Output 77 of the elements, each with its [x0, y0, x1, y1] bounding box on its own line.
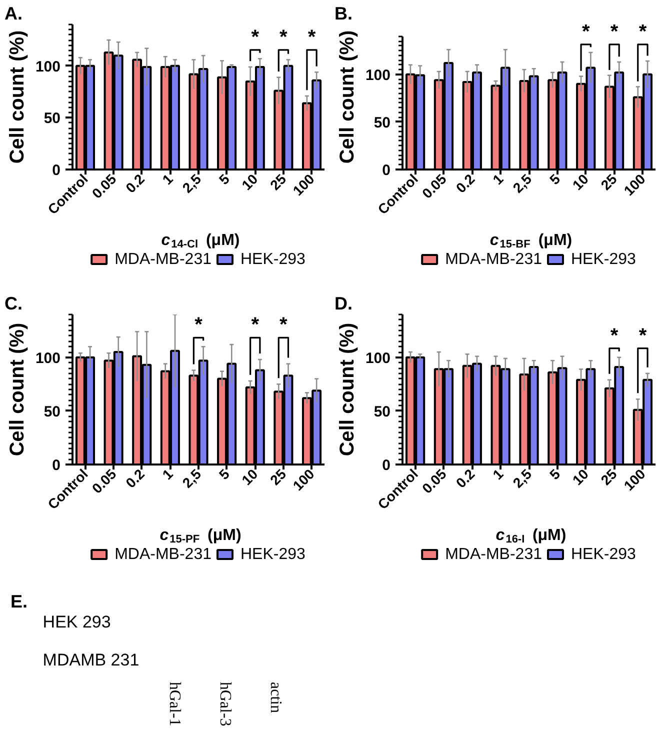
chart-title: A. — [4, 4, 22, 24]
y-tick-label: 100 — [365, 66, 391, 84]
x-tick-label: 25 — [598, 170, 620, 194]
x-tick-label: 2,5 — [510, 466, 535, 491]
x-tick-label: 100 — [620, 170, 649, 199]
text: actin — [266, 682, 284, 713]
x-tick-label: 2,5 — [179, 466, 204, 491]
x-tick-label: 5 — [216, 466, 233, 483]
text: E. — [10, 592, 28, 612]
y-tick-label: 0 — [52, 162, 60, 179]
x-tick-label: 0.05 — [418, 466, 450, 496]
x-tick-label: 5 — [216, 170, 233, 188]
legend-label: MDA-MB-231 — [445, 546, 542, 563]
y-axis-title: Cell count (%) — [336, 322, 358, 456]
legend-label: HEK-293 — [570, 251, 636, 268]
legend-label: MDA-MB-231 — [114, 546, 212, 563]
x-tick-label: 0.05 — [88, 466, 120, 496]
annotation: * — [582, 21, 590, 44]
x-tick-label: 0.2 — [452, 170, 478, 196]
text: hGal-1 — [166, 682, 183, 726]
x-tick-label: 1 — [489, 170, 506, 188]
x-tick-label: 0.05 — [418, 170, 450, 202]
x-tick-label: 10 — [569, 466, 592, 488]
x-tick-label: 1 — [159, 170, 176, 188]
y-tick-label: 50 — [44, 403, 61, 420]
x-tick-label: 0.2 — [122, 466, 148, 491]
x-tick-label: 25 — [266, 170, 290, 194]
x-tick-label: 0.2 — [122, 170, 148, 196]
y-tick-label: 0 — [382, 162, 390, 179]
y-tick-label: 100 — [35, 58, 61, 76]
x-tick-label: 100 — [290, 170, 318, 199]
annotation: * — [638, 324, 647, 347]
y-tick-label: 50 — [374, 114, 391, 132]
x-tick-label: 0.2 — [452, 466, 478, 491]
y-tick-label: 100 — [35, 350, 61, 367]
annotation: * — [280, 314, 288, 336]
y-tick-label: 100 — [365, 350, 391, 367]
x-tick-label: 2,5 — [510, 170, 535, 196]
legend-label: HEK-293 — [240, 251, 306, 268]
x-tick-label: 10 — [238, 170, 261, 194]
annotation: * — [280, 26, 288, 49]
annotation: * — [251, 26, 260, 49]
annotation: * — [638, 21, 647, 44]
annotation: * — [251, 314, 260, 336]
x-tick-label: 2,5 — [179, 170, 204, 196]
x-tick-label: 5 — [546, 170, 564, 188]
x-tick-label: 100 — [620, 466, 649, 494]
x-tick-label: 5 — [546, 466, 564, 483]
x-tick-label: 10 — [569, 170, 592, 194]
y-tick-label: 0 — [52, 457, 60, 474]
legend-label: HEK-293 — [240, 546, 306, 563]
annotation: * — [194, 314, 203, 336]
annotation: * — [610, 21, 618, 44]
y-axis-title: Cell count (%) — [6, 322, 28, 456]
legend-label: HEK-293 — [570, 546, 636, 563]
legend-label: MDA-MB-231 — [445, 251, 542, 268]
text: MDAMB 231 — [42, 650, 140, 670]
legend-label: MDA-MB-231 — [114, 251, 212, 268]
chart-title: D. — [334, 294, 352, 314]
x-tick-label: 1 — [159, 466, 176, 483]
text: hGal-3 — [216, 682, 234, 726]
x-tick-label: 1 — [489, 466, 506, 483]
text: HEK 293 — [42, 612, 111, 632]
x-tick-label: 25 — [266, 466, 290, 488]
x-tick-label: 0.05 — [88, 170, 120, 202]
chart-title: C. — [4, 294, 22, 314]
y-axis-title: Cell count (%) — [6, 30, 28, 164]
y-tick-label: 50 — [374, 403, 391, 420]
y-tick-label: 50 — [44, 110, 61, 128]
chart-title: B. — [334, 4, 352, 24]
x-tick-label: 100 — [290, 466, 318, 494]
y-axis-title: Cell count (%) — [336, 30, 358, 164]
x-tick-label: 10 — [238, 466, 261, 488]
x-tick-label: 25 — [598, 466, 620, 488]
annotation: * — [308, 26, 316, 49]
y-tick-label: 0 — [382, 457, 390, 474]
annotation: * — [610, 324, 618, 347]
